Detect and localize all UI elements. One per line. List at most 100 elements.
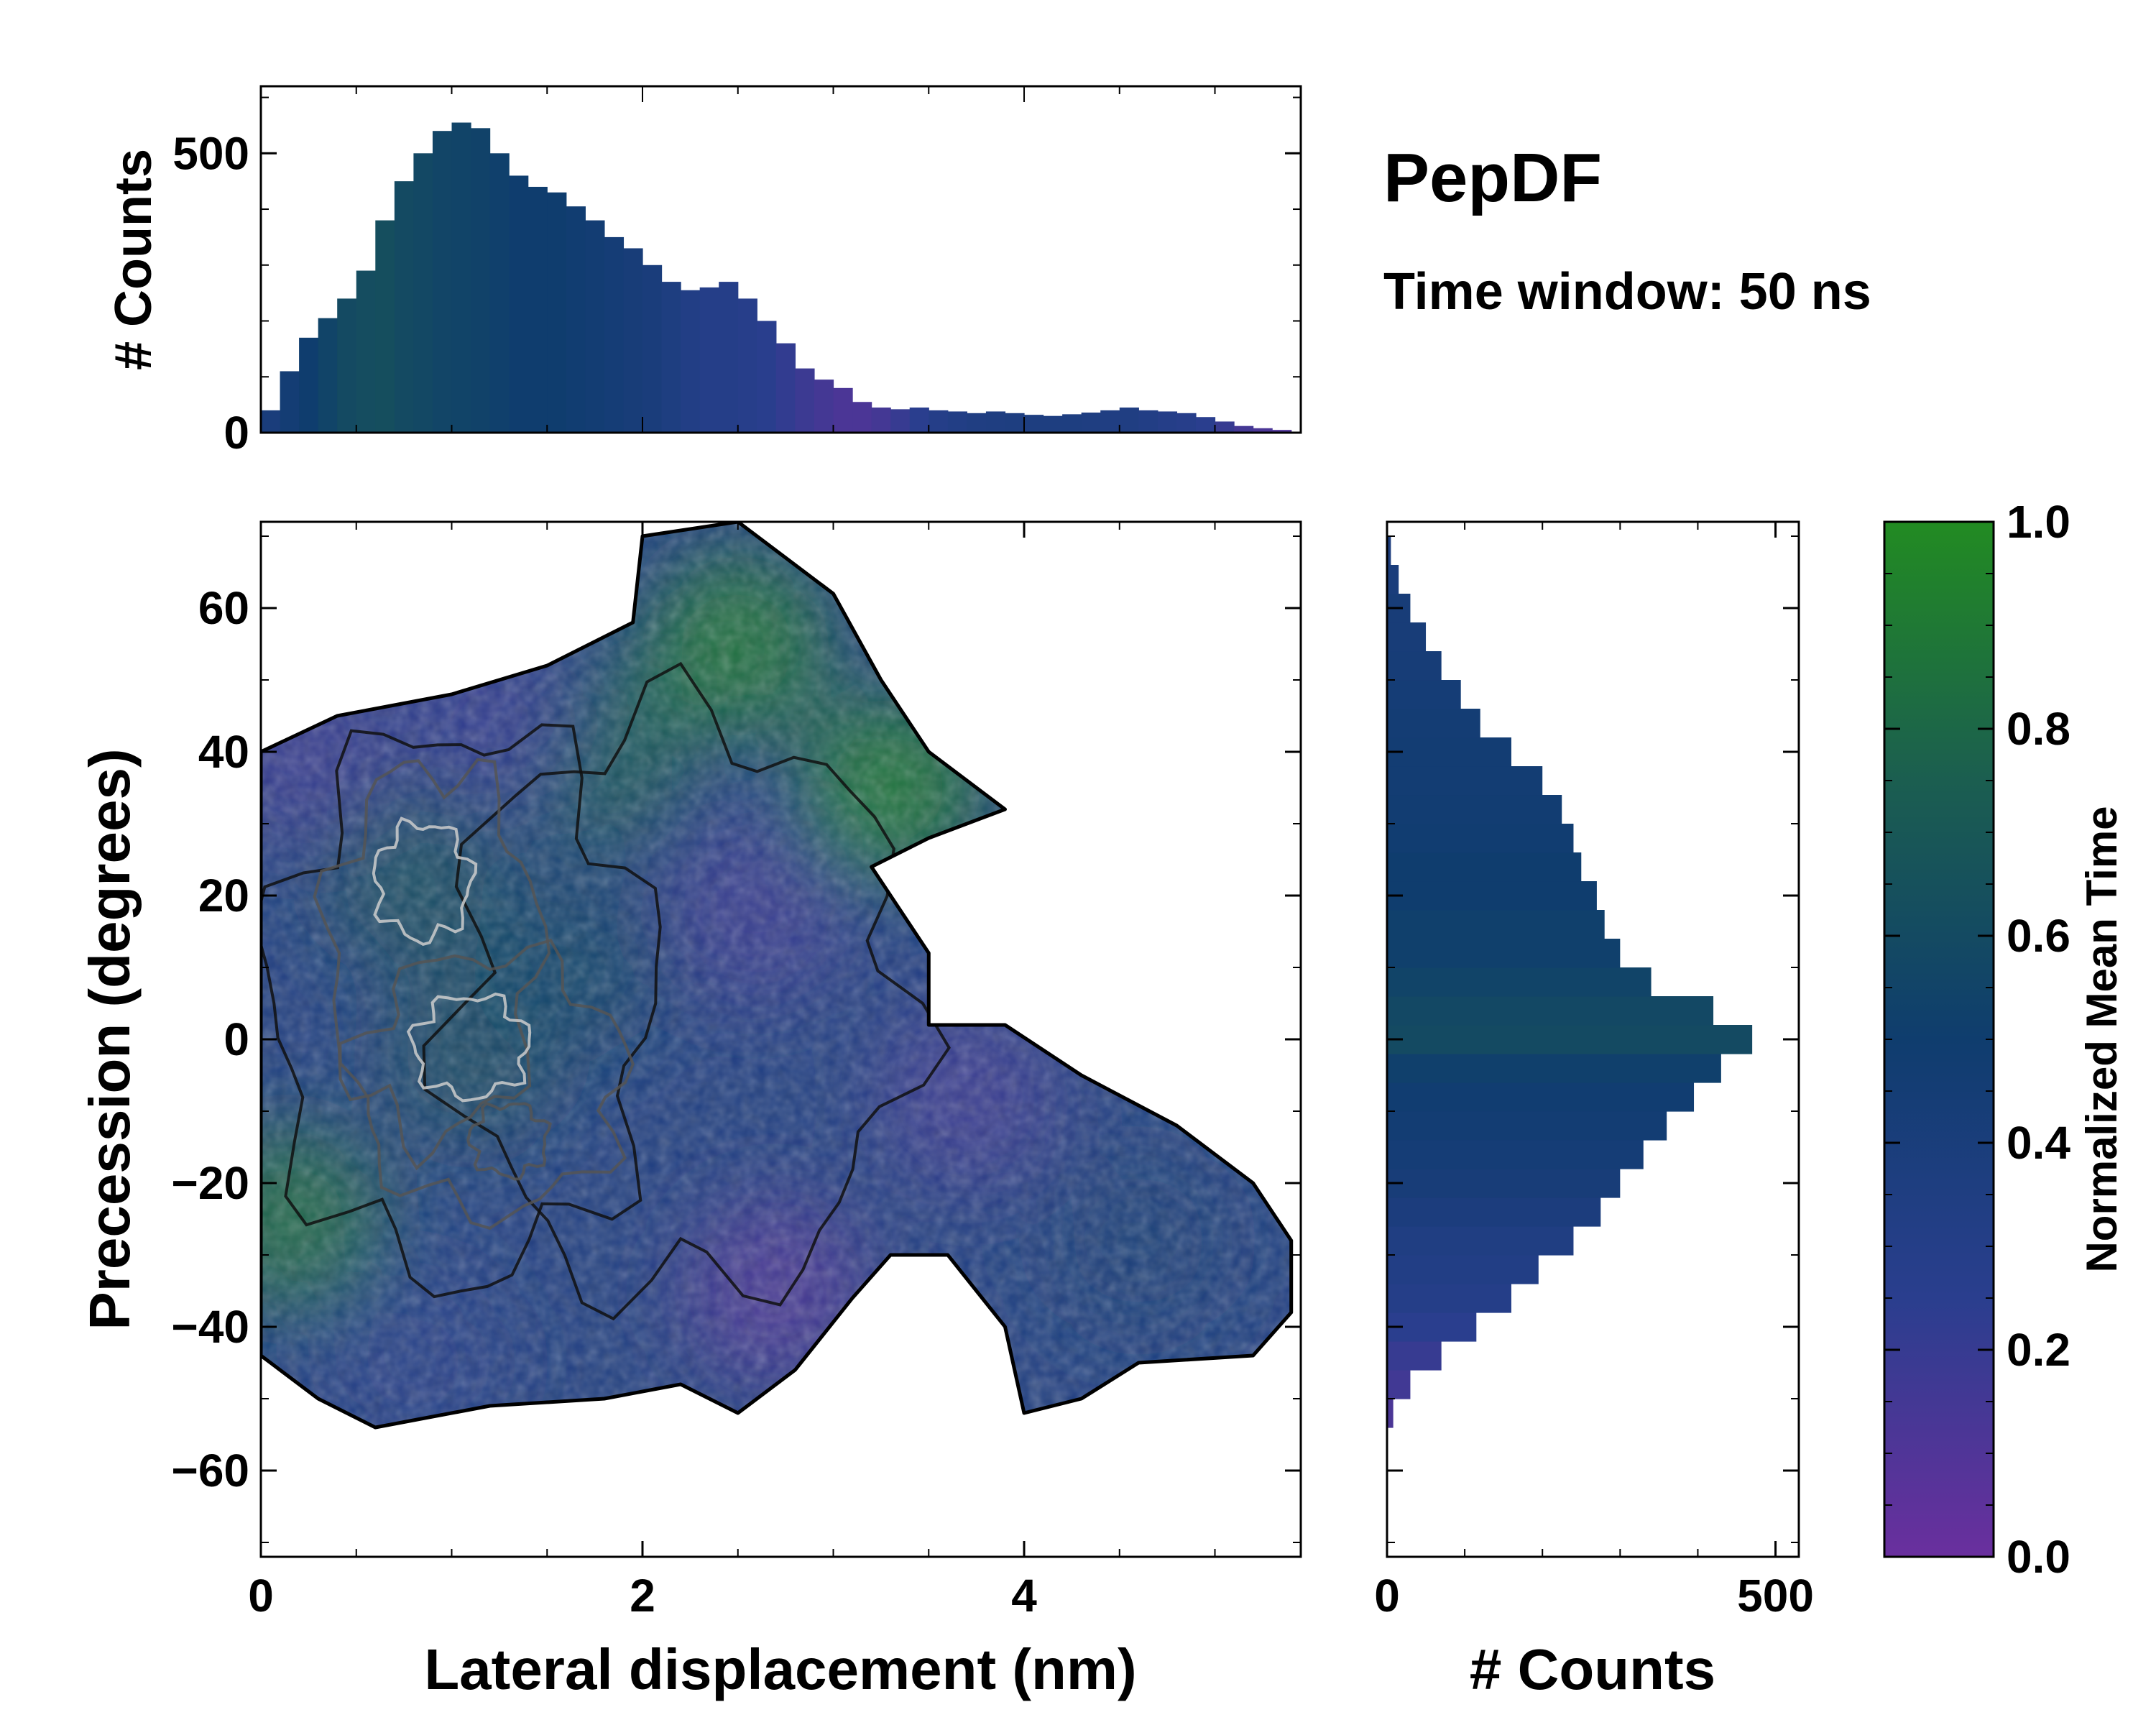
top-histogram-bar xyxy=(947,411,967,433)
top-histogram-bar xyxy=(871,408,891,433)
right-histogram-bar xyxy=(1387,1082,1695,1112)
right-histogram-bar xyxy=(1387,996,1714,1026)
right-histogram-bar xyxy=(1387,939,1621,968)
top-histogram-bar xyxy=(1138,410,1158,433)
right-histogram-bar xyxy=(1387,1255,1539,1284)
top-histogram-bar xyxy=(528,186,548,433)
right-histogram-bar xyxy=(1387,565,1399,594)
right-histogram-bar xyxy=(1387,852,1582,882)
top-histogram-bar xyxy=(451,122,471,433)
main-heatmap-ticks: 0 2 4 −60 −40 −20 0 20 40 60 xyxy=(171,522,1301,1622)
top-ytick-label: 0 xyxy=(224,407,249,459)
top-histogram-bar xyxy=(1119,408,1139,433)
figure-title: PepDF xyxy=(1383,139,1602,216)
colorbar-ticks: 0.0 0.2 0.4 0.6 0.8 1.0 xyxy=(1884,496,2070,1583)
main-ytick-label: −20 xyxy=(171,1157,249,1209)
heatmap-contour xyxy=(372,816,478,947)
top-histogram-bar xyxy=(432,131,453,433)
right-histogram-bar xyxy=(1387,622,1427,652)
right-xtick-label: 0 xyxy=(1374,1570,1400,1622)
right-histogram-bar xyxy=(1387,680,1461,709)
heatmap-contours xyxy=(261,661,951,1321)
colorbar-gradient xyxy=(1883,520,1995,1558)
right-xtick-label: 500 xyxy=(1737,1570,1814,1622)
heatmap-texture xyxy=(261,522,1291,1427)
top-histogram-bar xyxy=(413,153,433,433)
top-histogram-bar xyxy=(699,287,719,433)
colorbar-tick-label: 0.4 xyxy=(2007,1117,2070,1169)
top-histogram-bar xyxy=(261,410,281,433)
top-histogram-bar xyxy=(1195,417,1216,433)
figure-subtitle: Time window: 50 ns xyxy=(1383,263,1871,321)
right-histogram-bar xyxy=(1387,1054,1721,1083)
top-histogram-bar xyxy=(509,175,529,433)
top-histogram-bar xyxy=(737,298,757,433)
top-histogram: 0 500 # Counts xyxy=(105,85,1302,459)
main-ytick-label: −60 xyxy=(171,1445,249,1496)
right-histogram-bar xyxy=(1387,1140,1644,1169)
right-histogram-bar xyxy=(1387,1341,1442,1371)
right-histogram-bar xyxy=(1387,1111,1667,1141)
top-histogram-bar xyxy=(757,321,777,433)
top-histogram-bar xyxy=(375,220,395,433)
top-histogram-bar xyxy=(890,409,911,433)
main-ytick-label: 60 xyxy=(198,582,249,634)
top-histogram-bar xyxy=(471,128,491,433)
top-histogram-bar xyxy=(566,206,586,433)
top-histogram-bar xyxy=(909,408,929,433)
top-histogram-bar xyxy=(852,402,872,433)
main-ytick-label: −40 xyxy=(171,1301,249,1353)
right-histogram-bar xyxy=(1387,1169,1621,1198)
top-histogram-bars xyxy=(261,122,1292,433)
top-histogram-bar xyxy=(318,318,338,433)
main-ytick-label: 40 xyxy=(198,726,249,778)
colorbar-tick-label: 0.6 xyxy=(2007,910,2070,962)
colorbar: 0.0 0.2 0.4 0.6 0.8 1.0 Normalized Mean Time xyxy=(1883,496,2126,1583)
top-histogram-frame xyxy=(259,85,1302,434)
colorbar-tick-label: 1.0 xyxy=(2007,496,2070,548)
top-histogram-bar xyxy=(1234,426,1254,433)
colorbar-tick-label: 0.2 xyxy=(2007,1324,2070,1376)
right-histogram-bar xyxy=(1387,709,1480,738)
main-xtick-label: 2 xyxy=(630,1570,655,1622)
colorbar-tick-label: 0.8 xyxy=(2007,703,2070,755)
right-histogram-bar xyxy=(1387,737,1511,767)
right-histogram-bar xyxy=(1387,795,1562,824)
right-histogram-bar xyxy=(1387,1399,1393,1428)
top-histogram-bar xyxy=(299,337,319,433)
main-heatmap-xlabel: Lateral displacement (nm) xyxy=(424,1637,1136,1701)
heatmap-contour xyxy=(313,758,551,1171)
main-ytick-label: 0 xyxy=(224,1013,249,1065)
top-histogram-bar xyxy=(795,368,815,433)
top-histogram-bar xyxy=(719,282,739,433)
heatmap-contour xyxy=(406,992,532,1103)
top-histogram-bar xyxy=(1043,415,1063,433)
top-histogram-bar xyxy=(1215,421,1235,433)
top-histogram-ticks: 0 500 xyxy=(172,86,1301,459)
top-histogram-bar xyxy=(1081,413,1101,433)
main-ytick-label: 20 xyxy=(198,870,249,921)
colorbar-tick-label: 0.0 xyxy=(2007,1531,2070,1583)
top-histogram-bar xyxy=(967,413,987,433)
top-histogram-bar xyxy=(642,264,663,433)
right-histogram-bar xyxy=(1387,881,1597,911)
right-histogram-bar xyxy=(1387,651,1442,681)
top-histogram-bar xyxy=(623,248,643,433)
right-histogram-bar xyxy=(1387,1284,1511,1313)
top-histogram-bar xyxy=(394,181,415,433)
right-histogram-bar xyxy=(1387,824,1574,853)
right-histogram: 0 500 # Counts xyxy=(1374,520,1814,1701)
right-histogram-bar xyxy=(1387,536,1391,566)
top-histogram-bar xyxy=(814,380,834,433)
top-histogram-ylabel: # Counts xyxy=(105,149,162,370)
top-histogram-bar xyxy=(1024,415,1044,433)
top-histogram-bar xyxy=(280,371,300,433)
heatmap-contour xyxy=(466,1101,552,1181)
colorbar-label: Normalized Mean Time xyxy=(2078,806,2126,1272)
heatmap-contour xyxy=(261,723,662,1299)
top-histogram-bar xyxy=(1005,413,1025,433)
top-histogram-bar xyxy=(929,410,949,433)
top-histogram-bar xyxy=(833,387,853,433)
top-histogram-bar xyxy=(1157,411,1178,433)
